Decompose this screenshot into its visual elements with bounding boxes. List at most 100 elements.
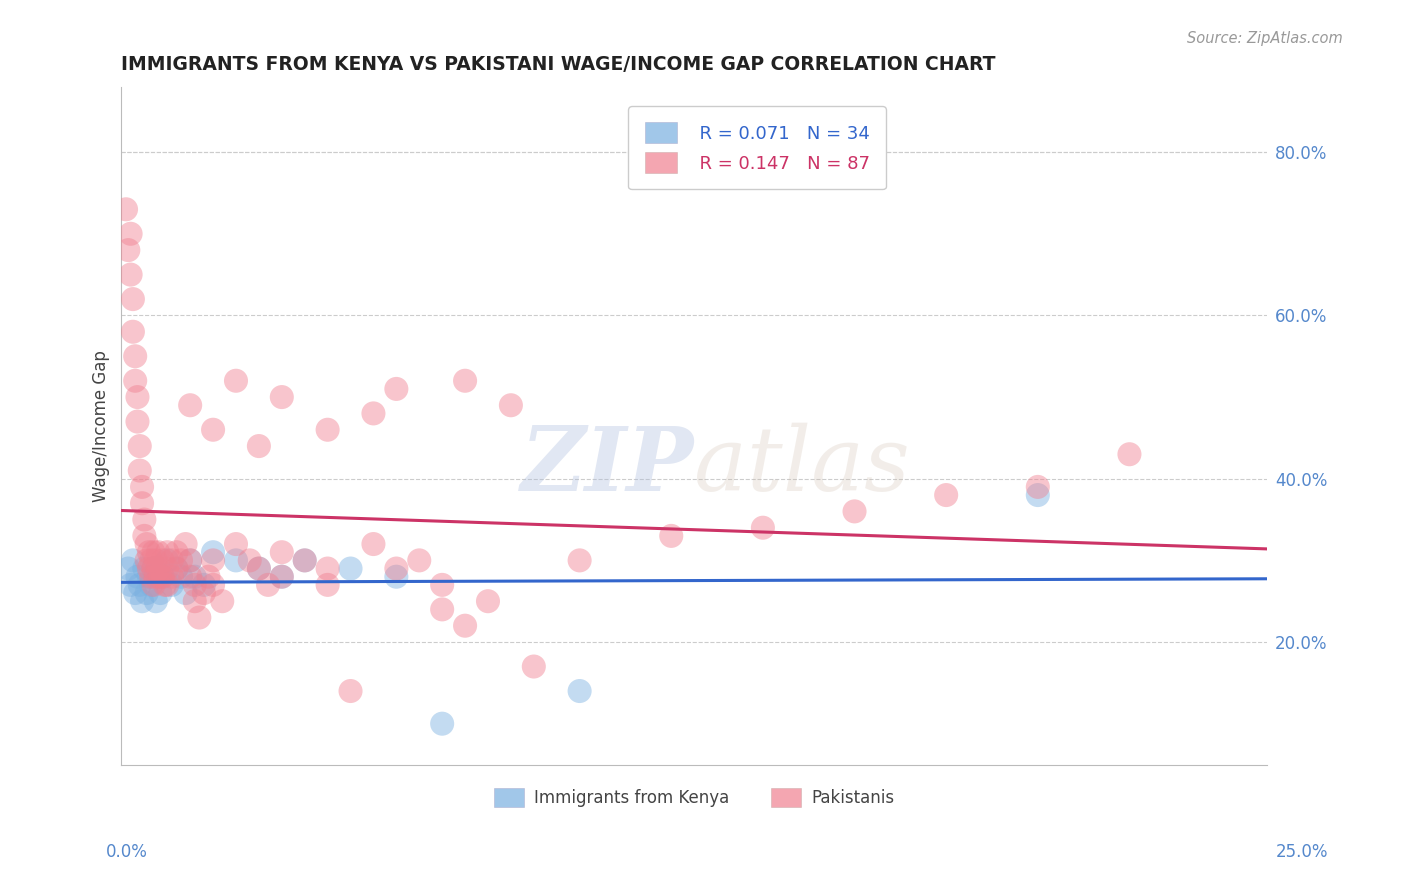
Point: [270, 570, 292, 584]
Point: [122, 325, 145, 339]
Point: [127, 415, 149, 429]
Point: [156, 561, 179, 575]
Text: Source: ZipAtlas.com: Source: ZipAtlas.com: [1187, 31, 1343, 46]
Point: [115, 202, 138, 217]
Legend: Immigrants from Kenya, Pakistanis: Immigrants from Kenya, Pakistanis: [488, 781, 901, 814]
Point: [430, 578, 453, 592]
Point: [165, 545, 187, 559]
Point: [247, 561, 270, 575]
Point: [128, 578, 150, 592]
Point: [170, 553, 193, 567]
Point: [385, 382, 408, 396]
Point: [270, 390, 292, 404]
Point: [184, 578, 207, 592]
Point: [131, 594, 153, 608]
Point: [120, 578, 142, 592]
Text: atlas: atlas: [695, 423, 910, 509]
Point: [844, 504, 866, 518]
Point: [131, 480, 153, 494]
Point: [408, 553, 430, 567]
Point: [165, 561, 187, 575]
Point: [145, 594, 167, 608]
Point: [197, 570, 219, 584]
Point: [294, 553, 316, 567]
Text: 25.0%: 25.0%: [1277, 843, 1329, 861]
Point: [142, 561, 165, 575]
Point: [138, 561, 160, 575]
Point: [156, 545, 179, 559]
Point: [142, 545, 165, 559]
Point: [257, 578, 280, 592]
Point: [184, 570, 207, 584]
Point: [179, 398, 201, 412]
Point: [122, 292, 145, 306]
Point: [316, 578, 339, 592]
Point: [184, 594, 207, 608]
Point: [225, 374, 247, 388]
Point: [202, 545, 225, 559]
Point: [568, 684, 591, 698]
Point: [363, 537, 385, 551]
Point: [156, 578, 179, 592]
Point: [247, 561, 270, 575]
Point: [193, 578, 215, 592]
Point: [124, 374, 146, 388]
Point: [202, 578, 225, 592]
Point: [160, 570, 183, 584]
Point: [165, 561, 187, 575]
Point: [270, 570, 292, 584]
Point: [153, 578, 176, 592]
Point: [270, 545, 292, 559]
Point: [160, 578, 183, 592]
Text: IMMIGRANTS FROM KENYA VS PAKISTANI WAGE/INCOME GAP CORRELATION CHART: IMMIGRANTS FROM KENYA VS PAKISTANI WAGE/…: [121, 55, 995, 74]
Point: [149, 586, 172, 600]
Point: [211, 594, 233, 608]
Point: [152, 570, 174, 584]
Point: [1118, 447, 1140, 461]
Point: [141, 570, 163, 584]
Point: [138, 570, 160, 584]
Point: [568, 553, 591, 567]
Point: [142, 578, 165, 592]
Point: [146, 561, 169, 575]
Point: [174, 537, 197, 551]
Point: [145, 553, 167, 567]
Point: [294, 553, 316, 567]
Text: ZIP: ZIP: [520, 423, 695, 509]
Point: [499, 398, 522, 412]
Point: [156, 553, 179, 567]
Point: [146, 570, 169, 584]
Point: [477, 594, 499, 608]
Point: [124, 586, 146, 600]
Point: [339, 561, 361, 575]
Point: [179, 553, 201, 567]
Point: [188, 610, 211, 624]
Point: [935, 488, 957, 502]
Point: [202, 553, 225, 567]
Point: [225, 553, 247, 567]
Point: [120, 227, 142, 241]
Point: [134, 561, 156, 575]
Point: [454, 618, 477, 632]
Point: [128, 464, 150, 478]
Point: [141, 578, 163, 592]
Point: [124, 349, 146, 363]
Point: [160, 553, 183, 567]
Point: [117, 243, 139, 257]
Point: [1026, 488, 1049, 502]
Point: [152, 570, 174, 584]
Point: [174, 586, 197, 600]
Point: [193, 586, 215, 600]
Point: [202, 423, 225, 437]
Point: [385, 570, 408, 584]
Point: [134, 512, 156, 526]
Y-axis label: Wage/Income Gap: Wage/Income Gap: [93, 350, 110, 501]
Point: [239, 553, 262, 567]
Point: [385, 561, 408, 575]
Point: [430, 602, 453, 616]
Point: [316, 561, 339, 575]
Point: [225, 537, 247, 551]
Point: [316, 423, 339, 437]
Point: [134, 529, 156, 543]
Point: [179, 570, 201, 584]
